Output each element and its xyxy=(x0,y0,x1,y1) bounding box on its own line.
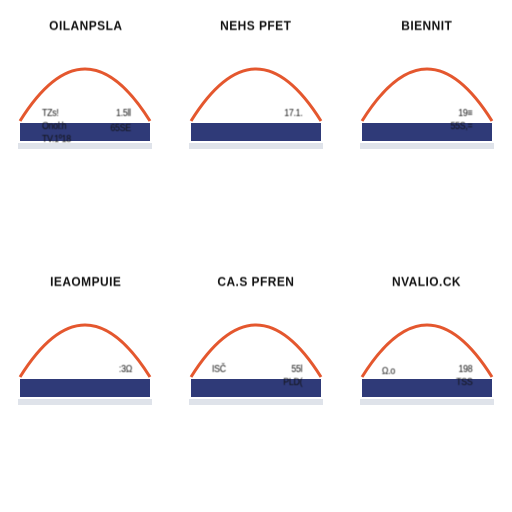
label-stack: ISČ xyxy=(211,364,227,375)
value-line: 1.5ll xyxy=(111,108,131,119)
tent-icon xyxy=(181,295,331,415)
tent-cell: CA.S PFREN ISČ 55l PLD( xyxy=(171,256,342,512)
label-stack: TZs! Onol:h TV.1º18 xyxy=(40,108,73,145)
tent-cell: OILANPSLA TZs! Onol:h TV.1º18 1.5ll 65SE xyxy=(0,0,171,256)
value-line: TSS xyxy=(457,377,473,388)
tent-cell: IEAOMPUIE :3Ω xyxy=(0,256,171,512)
value-stack: 17.1. xyxy=(283,108,304,119)
value-stack: 55l PLD( xyxy=(282,364,304,388)
tent-cell: BIENNIT 19≡ 55S,= xyxy=(341,0,512,256)
label-line: TZs! xyxy=(42,108,71,119)
tent-icon xyxy=(10,295,160,415)
tent-cell: NVALIO.CK Ω.o 198 TSS xyxy=(341,256,512,512)
label-line: Ω.o xyxy=(382,366,395,377)
tent-title: NVALIO.CK xyxy=(392,274,461,289)
tent-icon xyxy=(352,39,502,159)
tent-title: BIENNIT xyxy=(401,18,452,33)
tent-title: CA.S PFREN xyxy=(217,274,294,289)
tent-cell: NEHS PFET 17.1. xyxy=(171,0,342,256)
value-stack: 198 TSS xyxy=(455,364,474,388)
value-line: :3Ω xyxy=(119,364,132,375)
value-line: 198 xyxy=(457,364,473,375)
value-line: 55S,= xyxy=(451,121,473,132)
value-line: 19≡ xyxy=(451,108,473,119)
tent-icon xyxy=(10,39,160,159)
tent-icon xyxy=(352,295,502,415)
label-stack: Ω.o xyxy=(381,364,396,377)
value-stack: 1.5ll 65SE xyxy=(109,108,132,134)
value-line: 17.1. xyxy=(284,108,302,119)
label-line: ISČ xyxy=(212,364,226,375)
value-line: PLD( xyxy=(283,377,302,388)
tent-title: NEHS PFET xyxy=(220,18,291,33)
tent-grid: OILANPSLA TZs! Onol:h TV.1º18 1.5ll 65SE… xyxy=(0,0,512,512)
label-line: TV.1º18 xyxy=(42,134,71,145)
value-stack: :3Ω xyxy=(118,364,133,375)
tent-title: IEAOMPUIE xyxy=(50,274,121,289)
label-line: Onol:h xyxy=(42,121,71,132)
tent-icon xyxy=(181,39,331,159)
value-line: 65SE xyxy=(111,123,131,134)
tent-title: OILANPSLA xyxy=(49,18,122,33)
value-stack: 19≡ 55S,= xyxy=(449,108,474,132)
value-line: 55l xyxy=(283,364,302,375)
